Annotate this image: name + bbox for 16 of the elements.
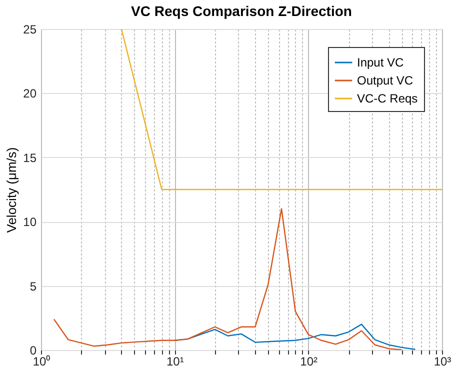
y-tick-label: 10 [23,215,37,230]
legend-label: Output VC [357,74,414,88]
y-tick-label: 5 [30,279,37,294]
legend-label: VC-C Reqs [357,92,418,106]
line-series [53,208,402,350]
chart-title: VC Reqs Comparison Z-Direction [131,3,352,19]
y-tick-label: 25 [23,22,37,36]
x-tick-label: 10³ [434,354,452,368]
y-tick-label: 15 [23,150,37,165]
x-tick-label: 10² [300,354,318,368]
y-tick-label: 0 [30,344,37,358]
legend-label: Input VC [357,56,404,70]
y-tick-label: 20 [23,86,37,101]
y-axis-title: Velocity (μm/s) [4,147,20,233]
x-tick-label: 10¹ [166,354,184,368]
x-tick-label: 10⁰ [32,354,50,368]
